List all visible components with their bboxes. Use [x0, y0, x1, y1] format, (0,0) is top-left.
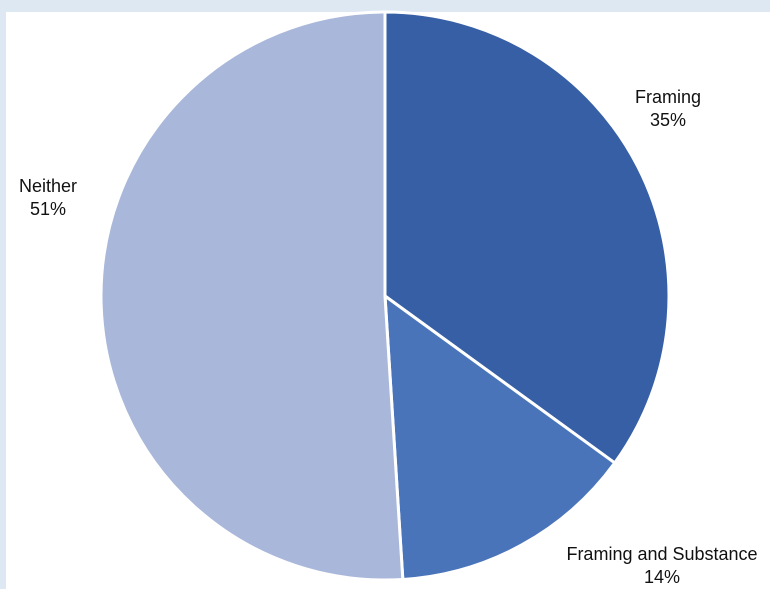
- label-framing-name: Framing: [634, 87, 702, 107]
- label-framing-and-substance-name: Framing and Substance: [566, 544, 758, 564]
- slice-neither: [99, 10, 405, 582]
- label-neither: Neither 51%: [19, 175, 77, 221]
- label-framing-and-substance: Framing and Substance 14%: [566, 543, 757, 589]
- label-neither-name: Neither: [18, 176, 78, 196]
- label-framing-percent: 35%: [649, 110, 687, 130]
- slice-framing: [383, 10, 671, 465]
- label-framing-and-substance-percent: 14%: [643, 567, 681, 587]
- label-neither-percent: 51%: [29, 199, 67, 219]
- label-framing: Framing 35%: [635, 86, 701, 132]
- slice-framing-and-substance: [383, 294, 617, 581]
